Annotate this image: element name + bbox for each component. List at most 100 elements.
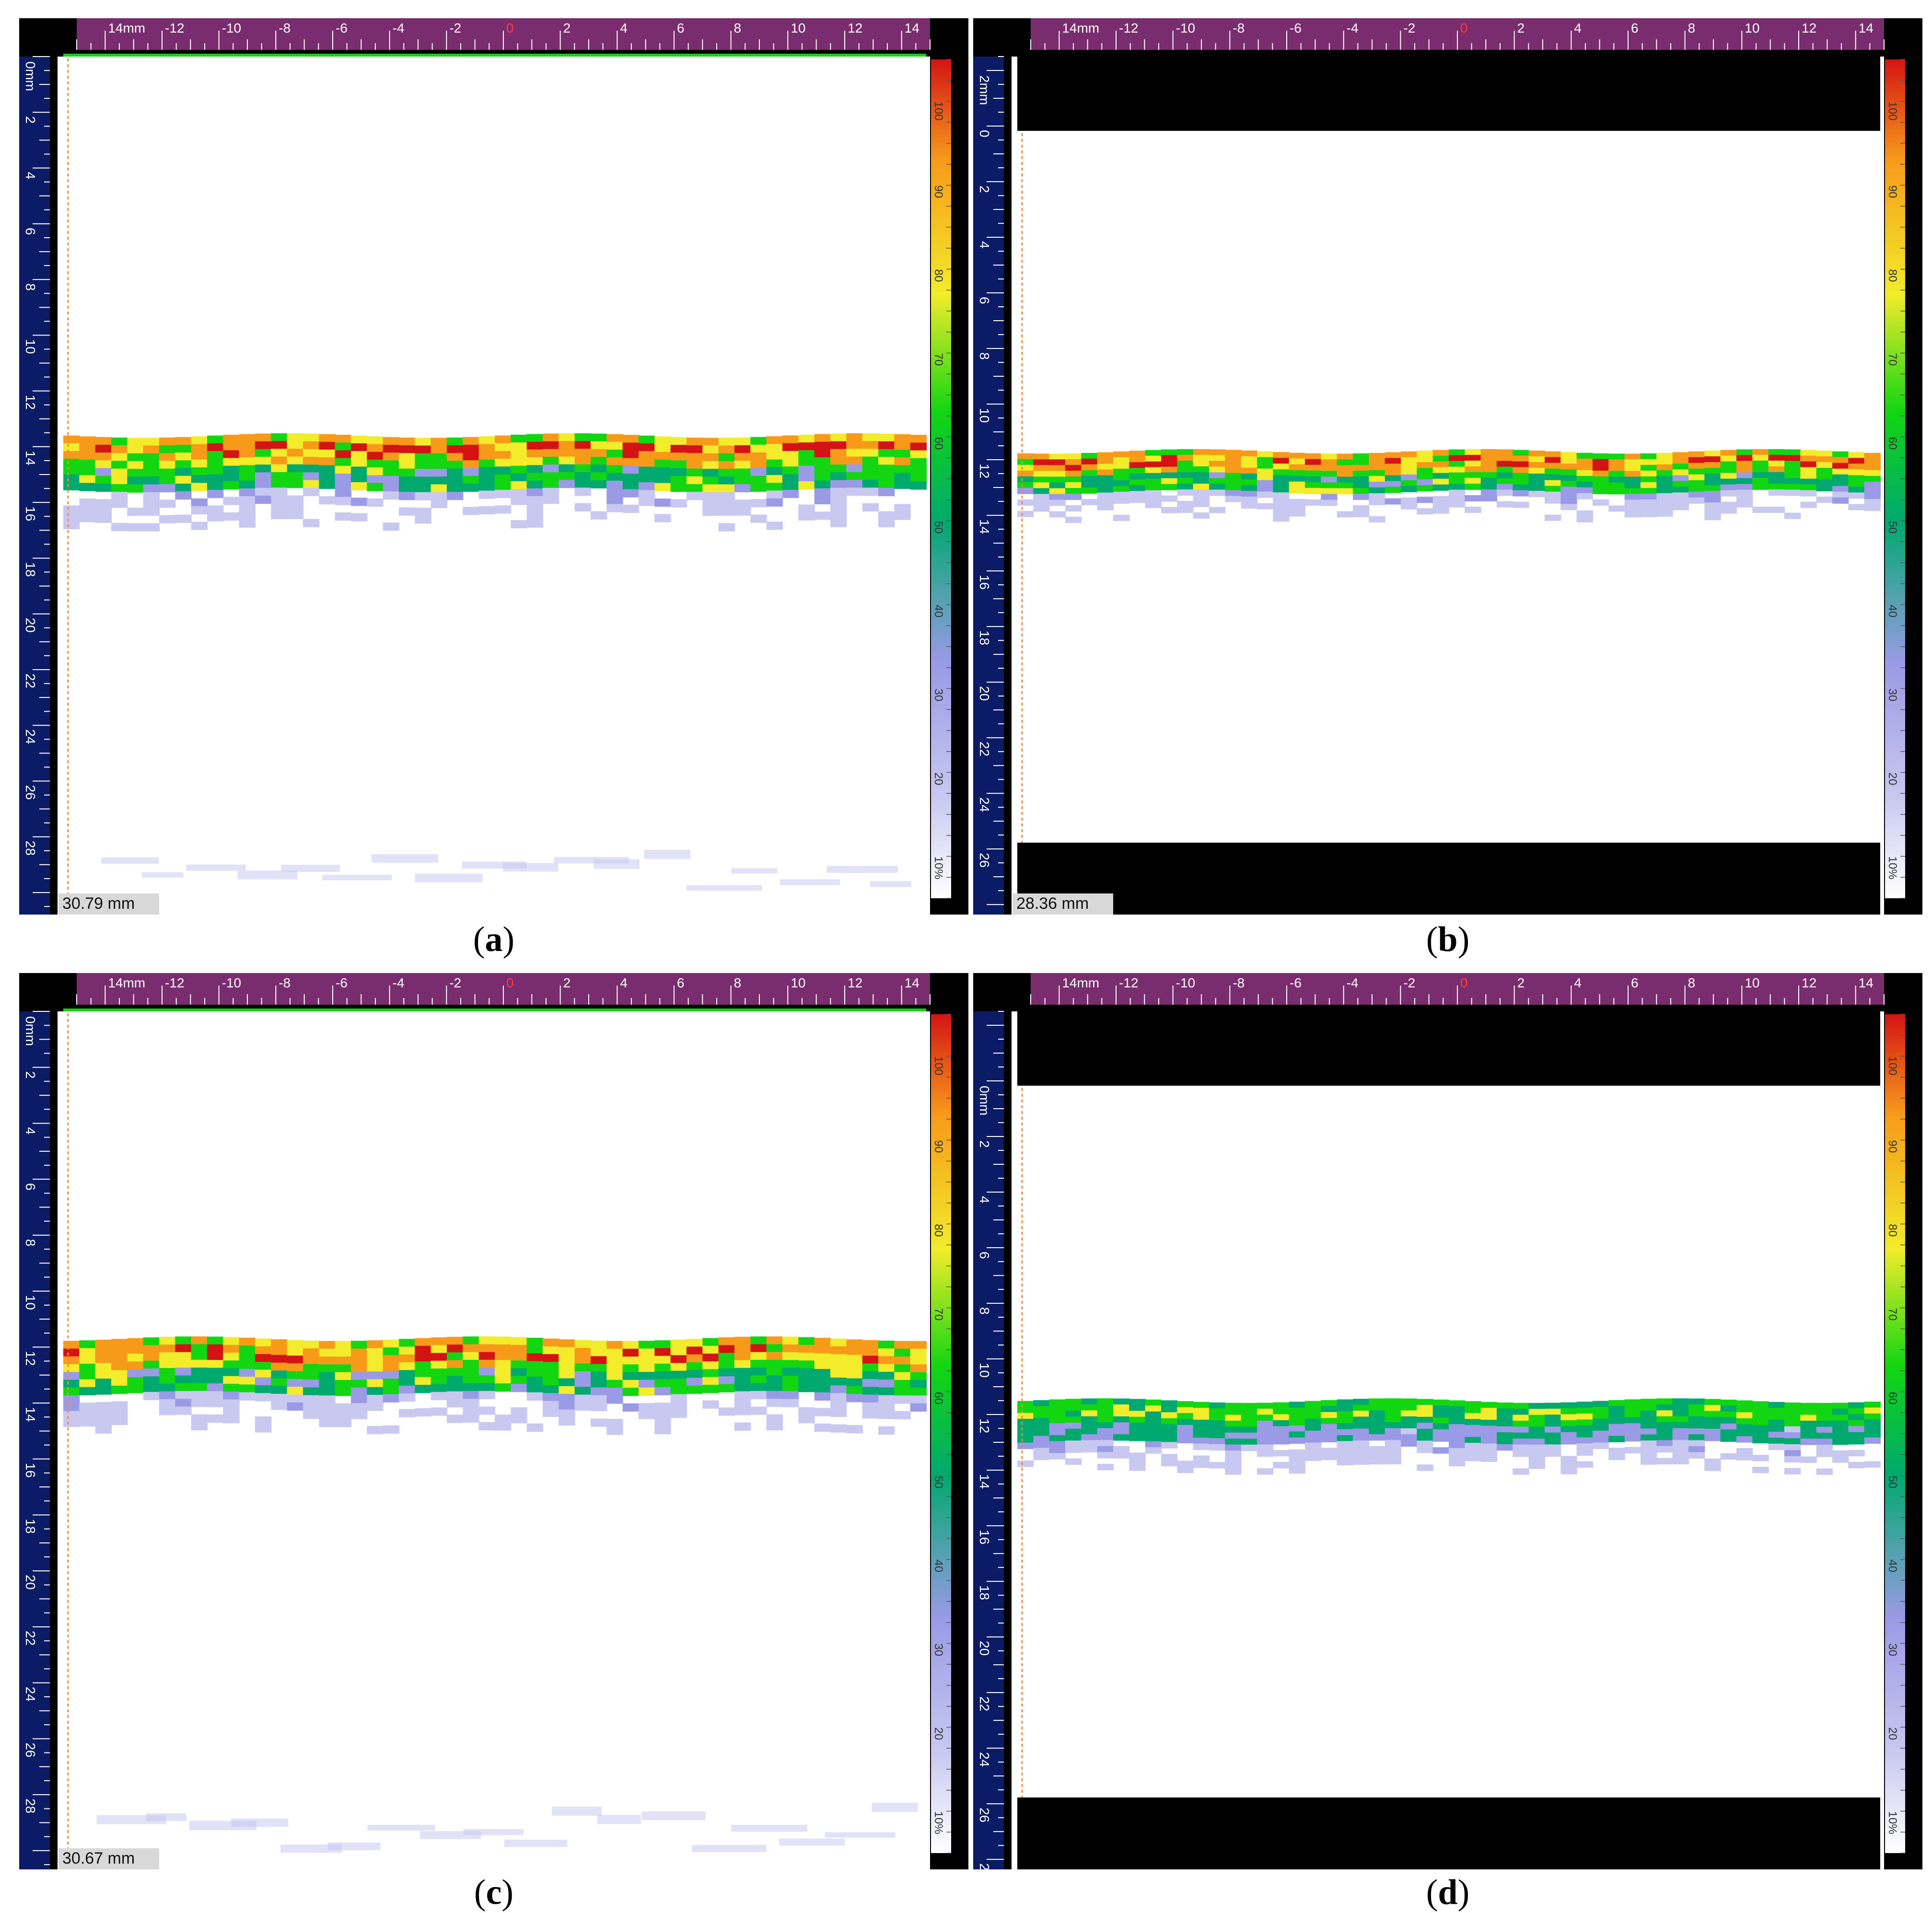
echo-cell	[606, 1372, 623, 1380]
echo-cell	[878, 1403, 895, 1412]
echo-cell	[1161, 1418, 1178, 1425]
echo-cell	[1193, 449, 1210, 455]
echo-cell	[1784, 455, 1801, 462]
echo-cell	[734, 1422, 751, 1431]
echo-cell	[271, 1378, 288, 1387]
echo-cell	[1752, 466, 1769, 473]
echo-cell	[1576, 475, 1593, 482]
echo-cell	[1129, 462, 1146, 469]
echo-cell	[574, 1347, 591, 1356]
echo-cell	[1832, 491, 1849, 498]
echo-cell	[1129, 485, 1146, 492]
echo-cell	[526, 465, 543, 474]
echo-cell	[1097, 1404, 1114, 1411]
backwall-haze	[186, 864, 246, 871]
echo-cell	[1720, 1405, 1737, 1412]
top-ruler-label: -2	[1403, 975, 1415, 990]
echo-cell	[526, 1361, 543, 1369]
echo-cell	[1225, 1462, 1242, 1469]
echo-cell	[559, 433, 575, 442]
echo-cell	[1177, 1466, 1194, 1473]
echo-cell	[1417, 1464, 1433, 1471]
echo-cell	[478, 490, 495, 499]
echo-cell	[1113, 1410, 1130, 1417]
echo-cell	[1560, 1426, 1577, 1433]
echo-cell	[1049, 1417, 1066, 1424]
backwall-haze	[502, 863, 559, 872]
echo-cell	[95, 499, 112, 508]
echo-cell	[511, 1415, 527, 1424]
echo-cell	[511, 442, 527, 451]
echo-cell	[1017, 453, 1034, 460]
echo-cell	[1321, 494, 1338, 500]
echo-cell	[1688, 491, 1705, 498]
depth-ruler-label: 10	[23, 1295, 38, 1310]
echo-cell	[1337, 1405, 1353, 1412]
echo-cell	[495, 474, 512, 483]
echo-cell	[1033, 494, 1050, 500]
echo-cell	[1513, 1444, 1529, 1451]
bottom-blind-zone-b	[1017, 843, 1880, 915]
echo-cell	[1704, 474, 1721, 480]
echo-cell	[495, 505, 512, 514]
echo-cell	[846, 1394, 863, 1403]
colorbar-label: 70	[932, 1308, 945, 1321]
echo-cell	[1081, 1428, 1098, 1435]
echo-cell	[1353, 476, 1370, 483]
echo-cell	[335, 497, 351, 505]
echo-cell	[1832, 497, 1849, 504]
echo-cell	[1624, 1423, 1641, 1430]
echo-cell	[1129, 451, 1146, 457]
echo-cell	[622, 465, 639, 475]
echo-cell	[1289, 1449, 1305, 1456]
echo-cell	[1225, 1432, 1242, 1439]
echo-cell	[1353, 1404, 1370, 1412]
echo-cell	[1848, 481, 1865, 487]
echo-cell	[1065, 1428, 1082, 1435]
echo-cell	[1864, 1402, 1881, 1408]
echo-cell	[1864, 452, 1881, 459]
echo-cell	[1704, 1435, 1721, 1441]
echo-cell	[95, 1410, 112, 1418]
echo-cell	[399, 445, 416, 454]
echo-cell	[1576, 1443, 1593, 1450]
echo-cell	[127, 1354, 144, 1362]
echo-cell	[1480, 1419, 1497, 1426]
echo-cell	[910, 1364, 927, 1373]
echo-cell	[718, 508, 735, 516]
echo-cell	[1432, 461, 1449, 468]
echo-cell	[654, 514, 671, 522]
echo-cell	[1593, 1425, 1609, 1431]
echo-cell	[1641, 487, 1657, 494]
echo-cell	[1241, 456, 1257, 463]
echo-cell	[1688, 468, 1705, 475]
echo-cell	[63, 1418, 80, 1427]
echo-cell	[319, 434, 336, 442]
echo-cell	[1752, 1407, 1769, 1414]
echo-cell	[1321, 1436, 1338, 1442]
echo-cell	[1800, 501, 1817, 508]
echo-cell	[591, 1356, 607, 1365]
echo-cell	[1608, 488, 1625, 495]
echo-cell	[1864, 481, 1881, 488]
echo-cell	[687, 1339, 703, 1347]
echo-cell	[415, 1385, 431, 1393]
depth-ruler-label: 6	[23, 1183, 38, 1191]
echo-cell	[1321, 476, 1338, 483]
echo-cell	[1161, 1454, 1178, 1461]
echo-cell	[878, 480, 895, 488]
echo-cell	[559, 1362, 575, 1371]
echo-cell	[1864, 504, 1881, 511]
echo-cell	[319, 441, 336, 451]
top-ruler-label: 14	[1859, 975, 1874, 990]
echo-cell	[830, 1354, 847, 1363]
echo-cell	[351, 1348, 368, 1357]
echo-cell	[1289, 504, 1305, 511]
echo-cell	[718, 1337, 735, 1346]
colorbar-label: 20	[1886, 773, 1899, 786]
echo-cell	[687, 1385, 703, 1394]
echo-cell	[63, 435, 80, 444]
echo-cell	[335, 1388, 351, 1396]
echo-cell	[1065, 517, 1082, 523]
echo-cell	[271, 464, 288, 473]
